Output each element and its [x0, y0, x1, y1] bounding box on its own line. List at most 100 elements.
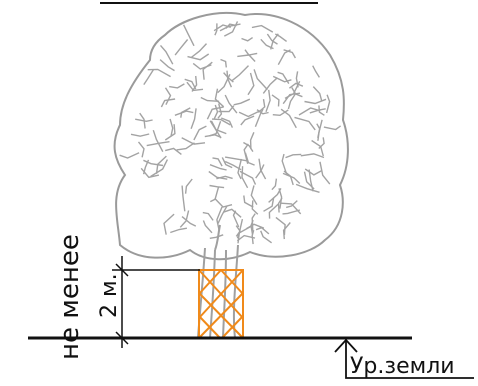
- leaf-stroke: [209, 234, 224, 239]
- ground-level-marker: [334, 338, 474, 379]
- leaf-stroke: [179, 210, 190, 228]
- ground-level-label: Ур.земли: [350, 354, 455, 379]
- leaf-stroke: [187, 53, 210, 61]
- leaf-stroke: [318, 105, 325, 116]
- leaf-stroke: [216, 206, 223, 231]
- leaf-stroke: [283, 49, 297, 59]
- leaf-stroke: [262, 77, 278, 94]
- leaf-stroke: [221, 157, 233, 169]
- leaf-stroke: [255, 226, 270, 235]
- leaf-stroke: [137, 141, 145, 158]
- leaf-stroke: [223, 21, 239, 37]
- leaf-stroke: [169, 83, 185, 89]
- leaf-stroke: [254, 108, 264, 127]
- leaf-stroke: [147, 68, 171, 78]
- leaf-stroke: [233, 98, 251, 106]
- leaf-stroke: [224, 156, 248, 162]
- leaf-stroke: [213, 104, 219, 119]
- leaf-stroke: [217, 205, 228, 224]
- leaf-stroke: [119, 152, 140, 159]
- leaf-stroke: [286, 200, 298, 209]
- leaf-stroke: [150, 159, 169, 178]
- leaf-stroke: [214, 197, 233, 208]
- leaf-stroke: [323, 125, 342, 131]
- leaf-stroke: [257, 98, 266, 113]
- leaf-stroke: [304, 98, 327, 105]
- leaf-stroke: [250, 185, 258, 205]
- leaf-stroke: [255, 164, 265, 179]
- leaf-stroke: [212, 157, 223, 167]
- leaf-stroke: [238, 109, 262, 118]
- leaf-stroke: [243, 143, 249, 164]
- leaf-stroke: [224, 94, 238, 114]
- leaf-stroke: [218, 105, 235, 113]
- leaf-stroke: [164, 87, 172, 106]
- leaf-stroke: [282, 172, 301, 185]
- leaf-stroke: [251, 230, 255, 245]
- leaf-stroke: [192, 62, 212, 70]
- leaf-stroke: [311, 139, 324, 157]
- leaf-stroke: [266, 33, 278, 45]
- leaf-stroke: [181, 216, 197, 227]
- leaf-stroke: [309, 108, 326, 114]
- leaf-stroke: [263, 197, 275, 212]
- leaf-stroke: [143, 159, 164, 167]
- leaf-stroke: [214, 23, 218, 36]
- leaf-stroke: [272, 109, 289, 117]
- leaf-stroke: [244, 49, 256, 62]
- leaf-stroke: [152, 129, 164, 153]
- leaf-stroke: [211, 118, 231, 126]
- leaf-stroke: [260, 230, 273, 244]
- leaf-stroke: [174, 39, 189, 56]
- leaf-stroke: [160, 98, 176, 108]
- leaf-stroke: [143, 68, 155, 85]
- leaf-stroke: [298, 107, 321, 116]
- leaf-stroke: [235, 218, 244, 237]
- leaf-stroke: [184, 78, 197, 90]
- leaf-stroke: [200, 96, 220, 102]
- leaf-stroke: [278, 188, 283, 209]
- leaf-stroke: [146, 141, 170, 147]
- leaf-stroke: [224, 160, 242, 171]
- leaf-stroke: [325, 94, 331, 114]
- leaf-stroke: [241, 37, 253, 42]
- leaf-stroke: [304, 168, 322, 176]
- leaf-stroke: [243, 141, 254, 152]
- leaf-stroke: [217, 103, 223, 119]
- leaf-stroke: [253, 69, 268, 91]
- leaf-stroke: [268, 203, 279, 219]
- leaf-stroke: [186, 81, 204, 92]
- leaf-stroke: [280, 202, 302, 215]
- leaf-stroke: [319, 161, 331, 185]
- leaf-stroke: [294, 116, 316, 131]
- leaf-stroke: [251, 213, 256, 232]
- leaf-stroke: [181, 137, 206, 145]
- leaf-stroke: [202, 211, 214, 221]
- leaf-stroke: [216, 175, 233, 180]
- leaf-stroke: [164, 124, 176, 141]
- leaf-stroke: [271, 94, 280, 107]
- leaf-stroke: [251, 24, 274, 33]
- leaf-stroke: [312, 86, 323, 102]
- leaf-stroke: [184, 178, 193, 194]
- leaf-stroke: [308, 169, 314, 192]
- leaf-stroke: [280, 108, 297, 129]
- leaf-stroke: [247, 72, 255, 96]
- leaf-stroke: [209, 164, 227, 171]
- leaf-stroke: [214, 88, 225, 108]
- leaf-stroke: [210, 120, 227, 135]
- leaf-stroke: [139, 112, 146, 129]
- leaf-stroke: [226, 70, 233, 88]
- leaf-stroke: [135, 118, 153, 123]
- leaf-stroke: [282, 222, 291, 240]
- leaf-stroke: [181, 185, 186, 212]
- leaf-stroke: [291, 87, 303, 98]
- leaf-stroke: [237, 52, 258, 58]
- leaf-stroke: [277, 71, 290, 84]
- leaf-stroke: [295, 71, 299, 88]
- leaf-stroke: [190, 108, 197, 130]
- leaf-stroke: [193, 125, 207, 141]
- leaf-stroke: [316, 123, 321, 139]
- leaf-stroke: [159, 44, 174, 65]
- leaf-stroke: [246, 223, 265, 230]
